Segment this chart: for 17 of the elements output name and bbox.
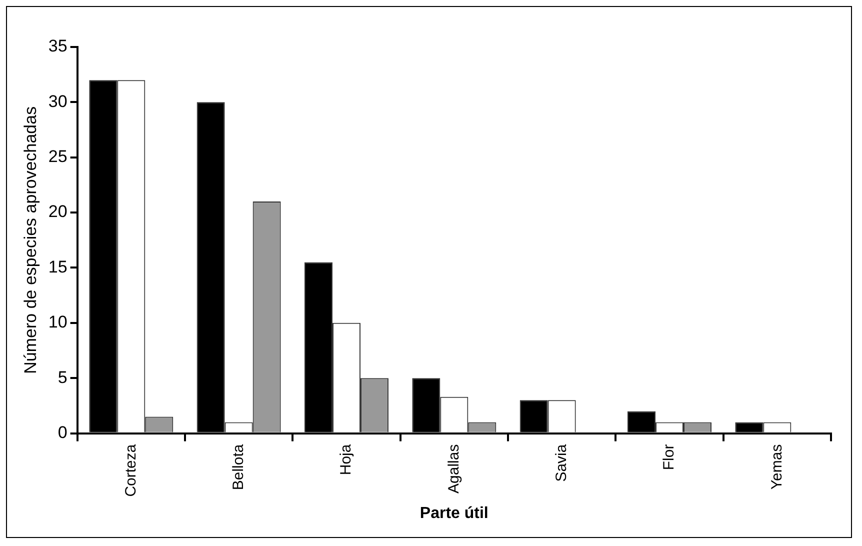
y-tick-label: 10 [48,312,68,332]
y-tick-label: 30 [48,92,68,111]
y-tick-label: 25 [48,147,68,166]
x-tick-label: Yemas [768,444,786,490]
y-tick-label: 0 [58,422,68,442]
y-axis-title: Número de especies aprovechadas [20,106,40,374]
x-tick-label: Agallas [445,444,462,494]
x-tick-label: Hoja [338,444,355,476]
x-tick-label: Savia [552,444,570,482]
y-tick-label: 5 [58,368,68,387]
y-tick-label: 35 [48,36,68,56]
y-tick-label: 20 [48,202,68,222]
x-tick-label: Corteza [122,444,140,497]
x-axis-title: Parte útil [420,504,488,522]
x-tick-label: Bellota [230,444,247,490]
x-tick-label: Flor [660,444,678,470]
y-tick-label: 15 [48,257,68,276]
